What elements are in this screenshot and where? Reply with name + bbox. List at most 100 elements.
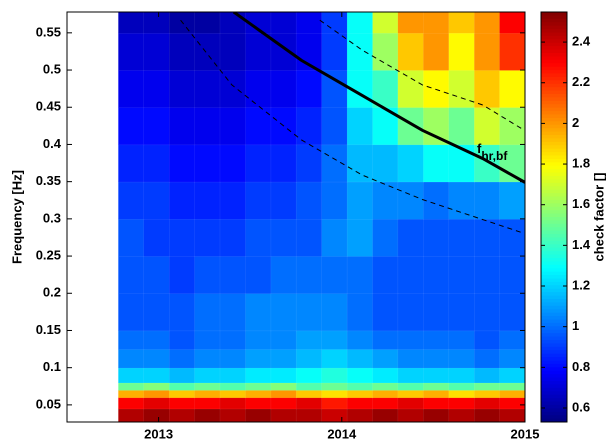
colorbar-swatch xyxy=(541,186,567,191)
heat-cell xyxy=(397,69,424,108)
heat-cell xyxy=(372,255,399,294)
colorbar-swatch xyxy=(541,281,567,286)
colorbar-swatch xyxy=(541,66,567,71)
heat-cell xyxy=(346,181,374,220)
heat-cell xyxy=(295,397,323,410)
colorbar-swatch xyxy=(541,217,567,221)
colorbar-swatch xyxy=(541,176,567,180)
heat-cell xyxy=(143,181,170,220)
colorbar-swatch xyxy=(541,111,567,115)
heat-cell xyxy=(321,144,348,183)
heat-cell xyxy=(372,348,399,369)
colorbar-swatch xyxy=(541,398,567,402)
heat-cell xyxy=(474,106,501,146)
heat-cell xyxy=(143,218,170,257)
heat-cell xyxy=(270,69,297,108)
heat-cell xyxy=(270,293,297,332)
heat-cell xyxy=(143,367,170,384)
heat-cell xyxy=(423,106,450,146)
colorbar-label: check factor [] xyxy=(591,173,606,262)
colorbar-swatch xyxy=(541,333,567,338)
heat-cell xyxy=(143,389,170,399)
heat-cell xyxy=(295,11,323,34)
heat-cell xyxy=(118,181,145,220)
heat-cell xyxy=(143,11,170,34)
heat-cell xyxy=(219,218,247,257)
colorbar-swatch xyxy=(541,12,567,16)
heat-cell xyxy=(397,218,424,257)
colorbar-swatch xyxy=(541,377,567,382)
heat-cell xyxy=(295,382,323,391)
heat-cell xyxy=(372,293,399,332)
y-tick-label: 0.4 xyxy=(43,136,62,151)
heat-cell xyxy=(143,348,170,369)
colorbar-swatch xyxy=(541,199,567,204)
colorbar-swatch xyxy=(541,401,567,406)
heat-cell xyxy=(499,408,526,423)
colorbar-swatch xyxy=(541,418,567,423)
colorbar-swatch xyxy=(541,189,567,194)
heat-cell xyxy=(321,255,348,294)
heat-cell xyxy=(474,389,501,399)
heat-cell xyxy=(168,397,196,410)
heat-cell xyxy=(168,218,196,257)
annotation-text: f xyxy=(477,141,482,156)
heat-cell xyxy=(270,181,297,220)
colorbar-tick-label: 2 xyxy=(572,115,579,130)
colorbar-swatch xyxy=(541,278,567,283)
heat-cell xyxy=(270,348,297,369)
colorbar-tick-label: 1.4 xyxy=(572,237,591,252)
colorbar-swatch xyxy=(541,158,567,163)
heat-cell xyxy=(423,218,450,257)
heat-cell xyxy=(245,69,272,108)
colorbar-swatch xyxy=(541,381,567,385)
heat-cell xyxy=(270,367,297,384)
heat-cell xyxy=(423,397,450,410)
annotation: fhr,bf xyxy=(477,141,508,163)
colorbar-swatch xyxy=(541,15,567,20)
colorbar-swatch xyxy=(541,35,567,40)
heat-cell xyxy=(168,69,196,108)
colorbar-swatch xyxy=(541,223,567,228)
colorbar-swatch xyxy=(541,319,567,324)
colorbar-swatch xyxy=(541,196,567,201)
heat-cell xyxy=(143,408,170,423)
colorbar-swatch xyxy=(541,107,567,112)
heat-cell xyxy=(245,408,272,423)
annotation-subscript: hr,bf xyxy=(481,149,508,163)
colorbar-swatch xyxy=(541,165,567,170)
colorbar-swatch xyxy=(541,227,567,232)
colorbar-swatch xyxy=(541,258,567,262)
heat-cell xyxy=(118,69,145,108)
heat-cell xyxy=(448,11,475,34)
heat-cell xyxy=(143,255,170,294)
heat-cell xyxy=(397,367,424,384)
heat-cell xyxy=(245,144,272,183)
colorbar-swatch xyxy=(541,230,567,235)
heat-cell xyxy=(499,11,526,34)
heat-cell xyxy=(270,408,297,423)
heat-cell xyxy=(168,382,196,391)
heat-cell xyxy=(245,348,272,369)
y-tick-label: 0.25 xyxy=(36,248,61,263)
colorbar-swatch xyxy=(541,374,567,379)
heat-cell xyxy=(474,144,501,183)
heat-cell xyxy=(499,255,526,294)
heat-cell xyxy=(448,382,475,391)
y-tick-label: 0.3 xyxy=(43,210,61,225)
colorbar-swatch xyxy=(541,275,567,279)
heat-cell xyxy=(219,293,247,332)
colorbar-swatch xyxy=(541,357,567,361)
heat-cell xyxy=(474,367,501,384)
colorbar-swatch xyxy=(541,367,567,372)
colorbar-swatch xyxy=(541,131,567,136)
heat-cell xyxy=(245,106,272,146)
colorbar-swatch xyxy=(541,384,567,389)
colorbar-swatch xyxy=(541,299,567,303)
heat-cell xyxy=(295,144,323,183)
colorbar-swatch xyxy=(541,206,567,211)
heat-cell xyxy=(423,181,450,220)
heat-cell xyxy=(194,293,221,332)
heat-cell xyxy=(499,32,526,71)
colorbar-swatch xyxy=(541,155,567,160)
